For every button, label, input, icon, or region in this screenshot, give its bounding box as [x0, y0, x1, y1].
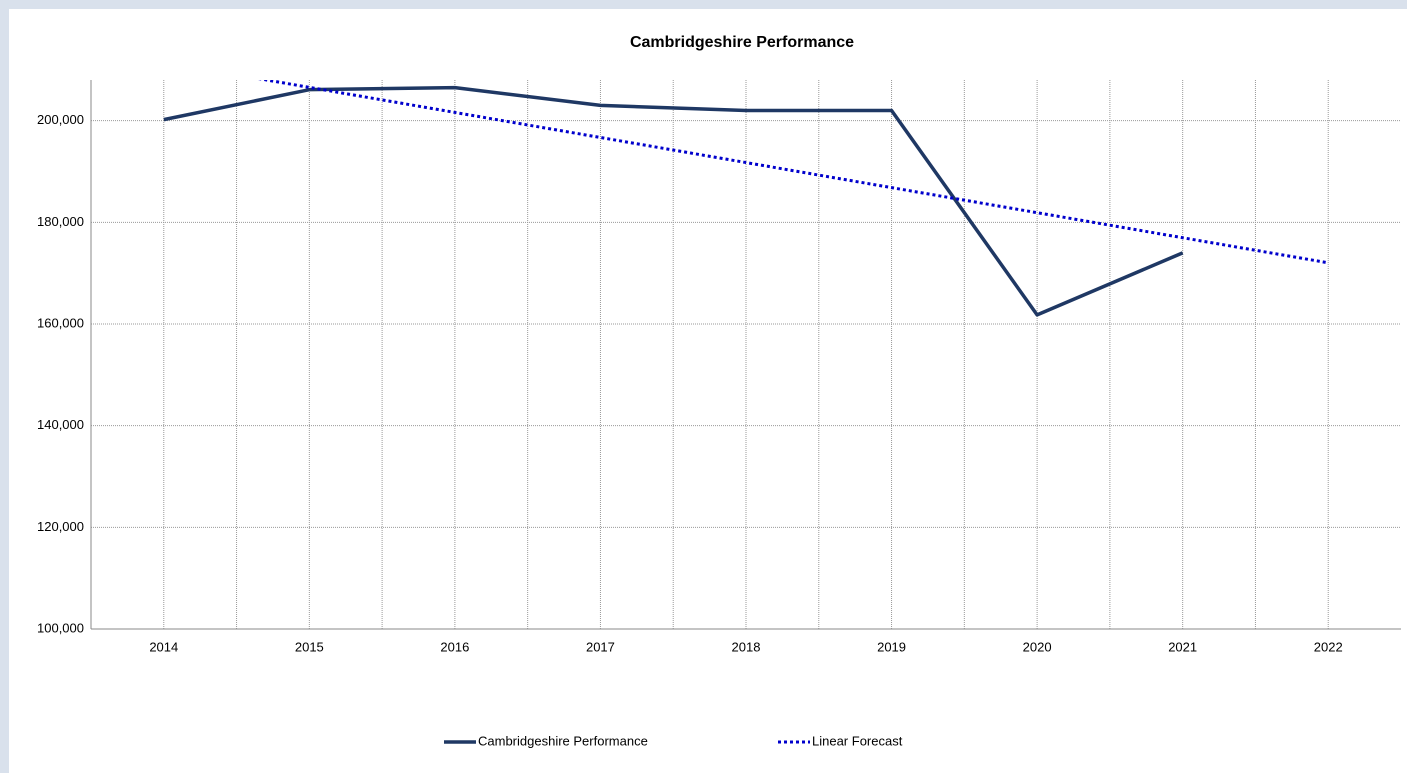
y-tick-label: 120,000 [37, 519, 84, 534]
x-tick-label: 2014 [149, 639, 178, 654]
legend-label: Cambridgeshire Performance [478, 733, 648, 748]
chart-area [9, 9, 1407, 773]
x-tick-label: 2020 [1023, 639, 1052, 654]
y-tick-label: 140,000 [37, 417, 84, 432]
y-tick-label: 200,000 [37, 112, 84, 127]
plot [163, 80, 1329, 317]
x-tick-label: 2018 [732, 639, 761, 654]
x-tick-label: 2016 [440, 639, 469, 654]
x-tick-label: 2015 [295, 639, 324, 654]
chart-title: Cambridgeshire Performance [630, 34, 854, 51]
x-tick-label: 2019 [877, 639, 906, 654]
series-line [163, 85, 1184, 317]
x-tick-label: 2022 [1314, 639, 1343, 654]
y-tick-label: 180,000 [37, 214, 84, 229]
series-line [257, 80, 1329, 265]
y-tick-label: 100,000 [37, 620, 84, 635]
legend-label: Linear Forecast [812, 733, 903, 748]
x-tick-label: 2021 [1168, 639, 1197, 654]
x-tick-label: 2017 [586, 639, 615, 654]
y-tick-label: 160,000 [37, 315, 84, 330]
